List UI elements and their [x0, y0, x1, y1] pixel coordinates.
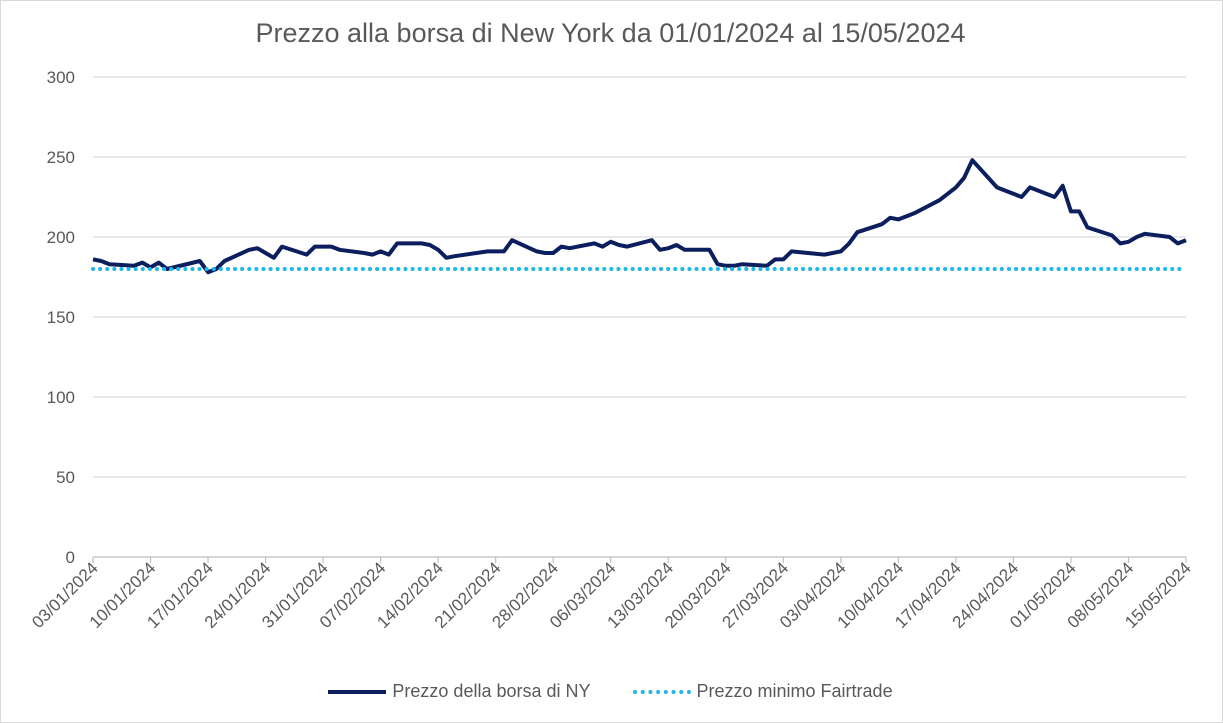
- series-line-0: [92, 158, 1187, 275]
- legend: Prezzo della borsa di NY Prezzo minimo F…: [0, 681, 1221, 702]
- legend-label-ny: Prezzo della borsa di NY: [392, 681, 591, 701]
- chart-title: Prezzo alla borsa di New York da 01/01/2…: [255, 18, 966, 48]
- legend-item-fairtrade: Prezzo minimo Fairtrade: [632, 681, 893, 702]
- legend-swatch-ny: [328, 689, 387, 694]
- y-tick-label: 150: [47, 308, 75, 327]
- series-lines: [91, 158, 1188, 275]
- y-tick-label: 100: [47, 388, 75, 407]
- y-tick-label: 50: [56, 468, 75, 487]
- y-tick-label: 200: [47, 228, 75, 247]
- legend-label-fairtrade: Prezzo minimo Fairtrade: [696, 681, 893, 701]
- y-tick-label: 250: [47, 148, 75, 167]
- y-tick-label: 300: [47, 68, 75, 87]
- x-axis: 03/01/202410/01/202417/01/202424/01/2024…: [28, 556, 1195, 632]
- y-tick-label: 0: [66, 548, 75, 567]
- legend-swatch-fairtrade: [632, 689, 691, 694]
- y-axis: 0 50 100 150 200 250 300: [47, 68, 75, 567]
- gridlines: [93, 76, 1186, 478]
- legend-item-ny: Prezzo della borsa di NY: [328, 681, 591, 702]
